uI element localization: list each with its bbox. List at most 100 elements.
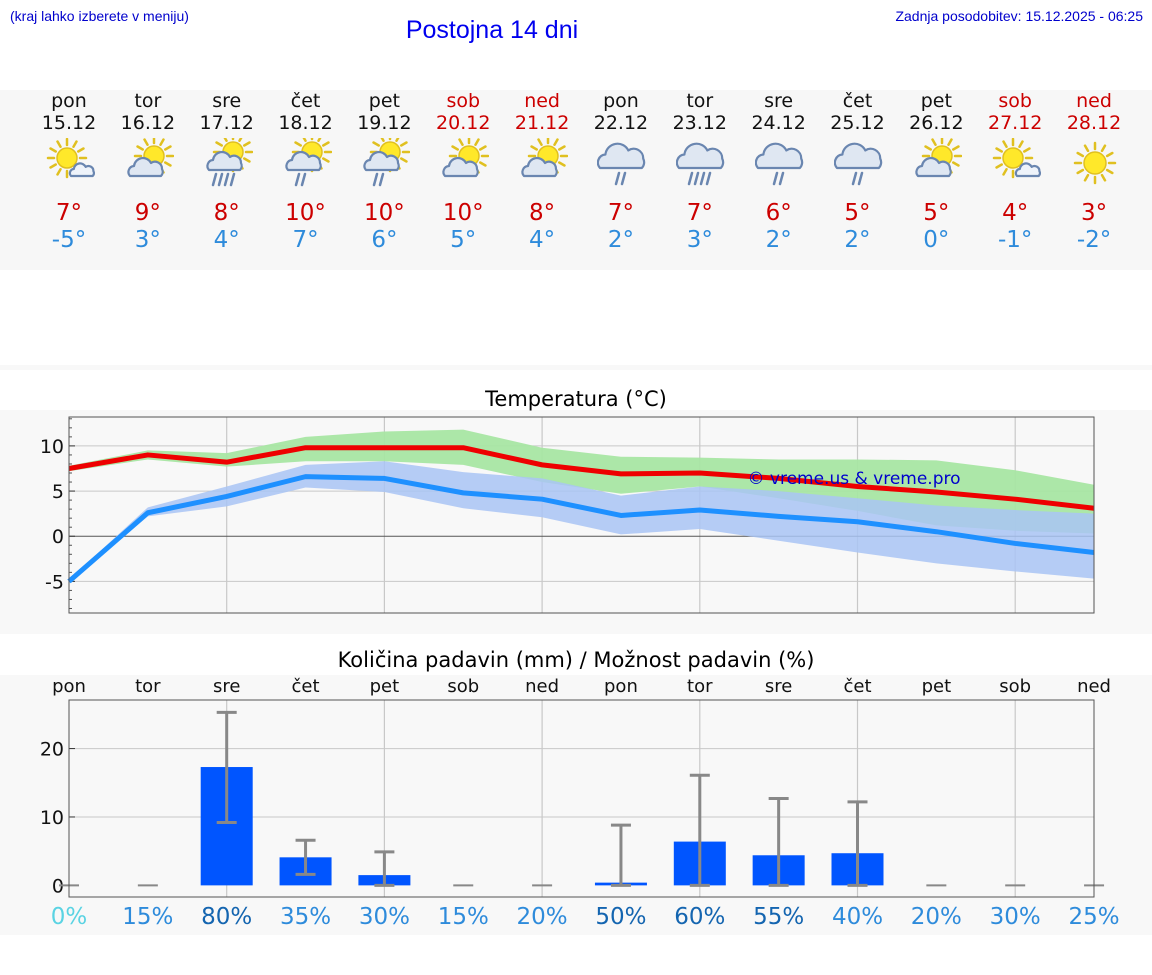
- temp-min: -2°: [1076, 227, 1112, 253]
- day-name: pet: [920, 90, 952, 112]
- cloud-sun-light-rain-icon: [363, 138, 411, 187]
- temp-max: 10°: [442, 200, 484, 226]
- precip-day-label: sob: [447, 676, 480, 697]
- temp-min: 5°: [450, 227, 477, 253]
- precip-probability: 35%: [279, 904, 332, 930]
- precip-probability: 40%: [831, 904, 884, 930]
- max-temp-line: [68, 445, 1095, 511]
- temp-max: 5°: [844, 200, 871, 226]
- y-tick-label: -5: [45, 571, 64, 593]
- day-name: sre: [764, 90, 794, 112]
- temp-max: 8°: [529, 200, 556, 226]
- temp-max: 7°: [686, 200, 713, 226]
- day-date: 27.12: [987, 112, 1043, 134]
- precip-probability: 15%: [122, 904, 174, 930]
- temp-plot-frame: [68, 416, 1095, 614]
- temp-min: 4°: [529, 227, 556, 253]
- day-date: 22.12: [593, 112, 649, 134]
- precip-day-label: sob: [999, 676, 1032, 697]
- y-tick-label: 20: [40, 739, 64, 761]
- y-tick-label: 10: [40, 807, 64, 829]
- temp-max: 5°: [923, 200, 950, 226]
- watermark: © vreme.us & vreme.pro: [747, 469, 960, 489]
- day-date: 26.12: [909, 112, 964, 134]
- temp-min: 0°: [923, 227, 950, 253]
- y-tick-label: 0: [52, 875, 64, 897]
- cloud-sun-icon: [915, 138, 963, 178]
- temp-min: 2°: [844, 227, 871, 253]
- precip-plot-frame: [68, 699, 1095, 898]
- day-name: sob: [446, 90, 481, 112]
- temp-max: 4°: [1002, 200, 1029, 226]
- cloud-light-rain-icon: [754, 142, 803, 186]
- precip-probability: 55%: [753, 904, 805, 930]
- day-name: ned: [1076, 90, 1112, 112]
- precip-probability: 80%: [201, 904, 253, 930]
- day-name: čet: [290, 90, 321, 112]
- cloud-sun-icon: [521, 138, 569, 178]
- day-date: 28.12: [1066, 112, 1122, 134]
- precip-probability: 20%: [910, 904, 962, 930]
- precip-probability: 30%: [989, 904, 1041, 930]
- temp-max: 7°: [55, 200, 83, 226]
- precip-probability: 25%: [1068, 904, 1120, 930]
- precip-day-label: sre: [212, 676, 241, 697]
- day-name: tor: [686, 90, 714, 112]
- day-date: 20.12: [436, 112, 491, 134]
- day-name: sob: [998, 90, 1032, 112]
- cloud-rain-icon: [675, 142, 725, 186]
- cloud-sun-icon: [127, 138, 174, 178]
- temperature-chart-title: Temperatura (°C): [485, 387, 667, 411]
- precip-day-label: ned: [525, 676, 560, 697]
- cloud-sun-light-rain-icon: [284, 138, 332, 187]
- temp-max: 3°: [1080, 200, 1108, 226]
- day-name: pet: [368, 90, 400, 112]
- day-name: sre: [212, 90, 242, 112]
- y-tick-label: 5: [52, 481, 64, 503]
- precip-probability: 0%: [50, 904, 88, 930]
- temp-min: 3°: [134, 227, 161, 253]
- precip-probability: 15%: [437, 904, 489, 930]
- cloud-sun-icon: [442, 138, 490, 178]
- temp-min: 2°: [765, 227, 792, 253]
- temp-max: 6°: [765, 200, 792, 226]
- sun-icon: [1073, 141, 1117, 185]
- precip-day-label: pon: [604, 676, 638, 697]
- precipitation-chart-title: Količina padavin (mm) / Možnost padavin …: [337, 648, 815, 672]
- day-name: pon: [603, 90, 639, 112]
- precip-day-label: čet: [843, 676, 872, 697]
- last-update: Zadnja posodobitev: 15.12.2025 - 06:25: [895, 8, 1143, 24]
- day-name: pon: [51, 90, 87, 112]
- cloud-light-rain-icon: [833, 142, 882, 186]
- min-temp-line: [67, 474, 1095, 584]
- precip-day-label: sre: [764, 676, 793, 697]
- temp-min: 6°: [371, 227, 398, 253]
- day-date: 19.12: [357, 112, 412, 134]
- temp-min: 2°: [607, 227, 634, 253]
- separator: [0, 365, 1152, 370]
- page-title: Postojna 14 dni: [405, 16, 579, 44]
- precip-probability: 30%: [358, 904, 410, 930]
- temp-min: -5°: [51, 227, 87, 253]
- day-date: 15.12: [41, 112, 97, 134]
- cloud-light-rain-icon: [596, 142, 646, 186]
- location-hint: (kraj lahko izberete v meniju): [10, 8, 189, 24]
- forecast-day-strip: [0, 90, 1152, 270]
- day-date: 16.12: [120, 112, 176, 134]
- day-date: 23.12: [672, 112, 727, 134]
- day-date: 24.12: [751, 112, 806, 134]
- precip-day-label: ned: [1077, 676, 1111, 697]
- y-tick-label: 0: [52, 526, 64, 548]
- min-temp-band: [69, 461, 1095, 584]
- precip-day-label: tor: [687, 676, 713, 697]
- temp-min: 7°: [292, 227, 319, 253]
- day-date: 25.12: [830, 112, 885, 134]
- day-date: 18.12: [278, 112, 333, 134]
- day-date: 21.12: [514, 112, 570, 134]
- precip-probability: 50%: [595, 904, 647, 930]
- precip-day-label: pet: [369, 676, 400, 697]
- day-name: tor: [134, 90, 162, 112]
- temp-min: -1°: [997, 227, 1033, 253]
- precip-day-label: čet: [291, 676, 320, 697]
- temp-max: 10°: [285, 200, 326, 226]
